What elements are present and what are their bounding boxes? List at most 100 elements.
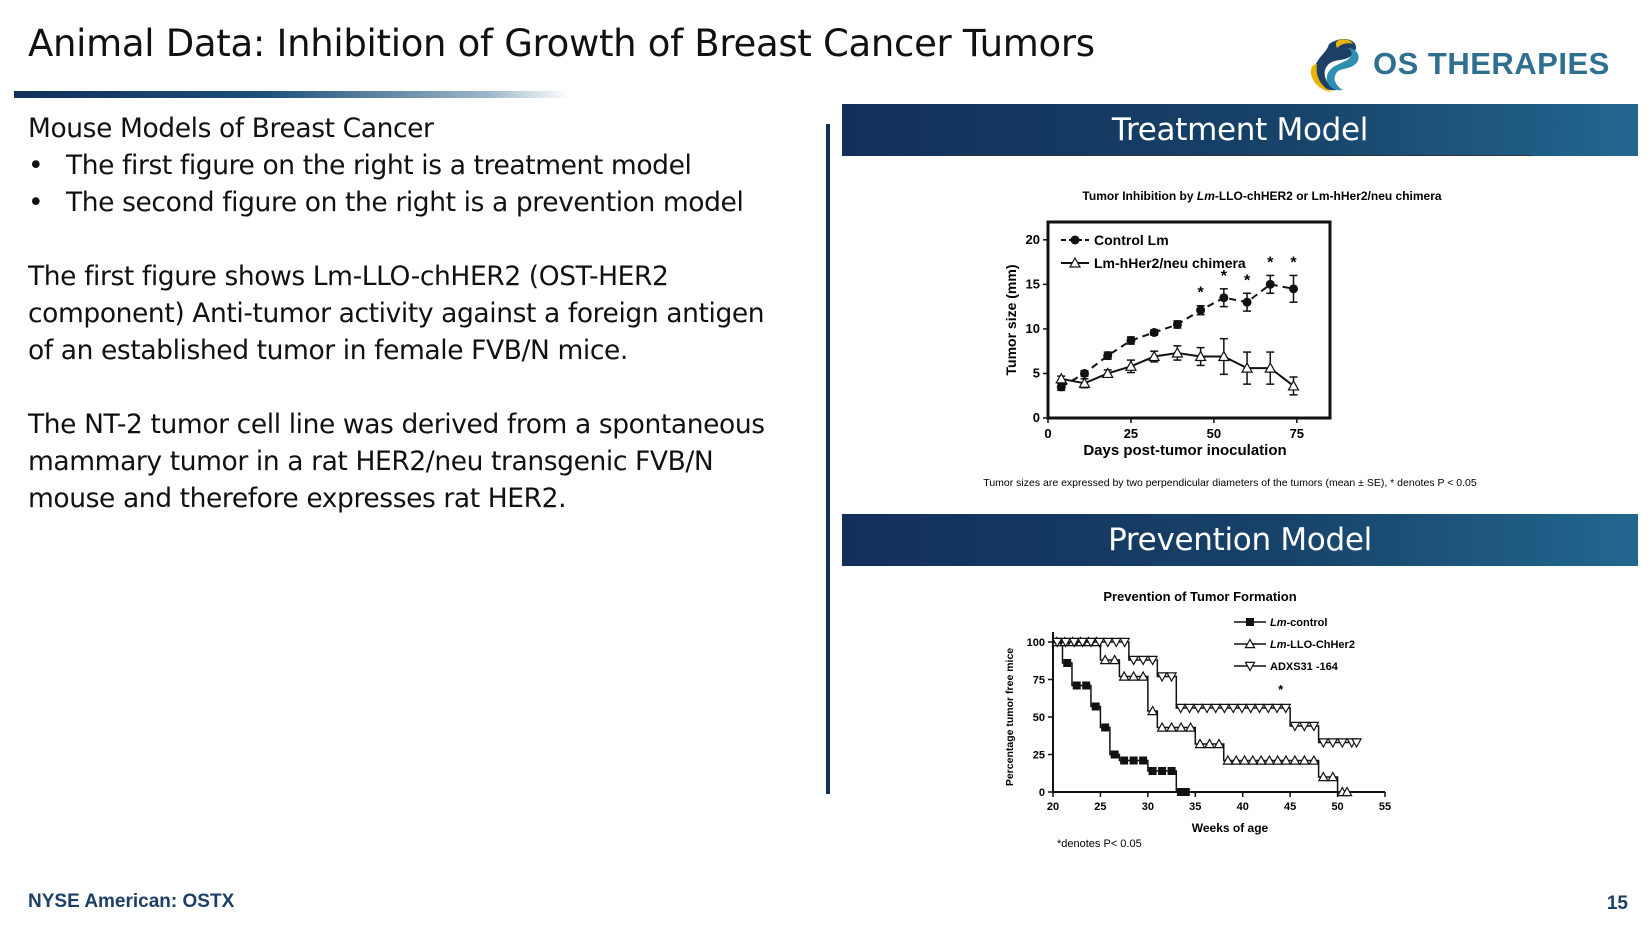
series-step-line: [1053, 641, 1348, 793]
data-point: [1078, 377, 1091, 388]
data-point: [1175, 721, 1187, 732]
data-point: [1055, 372, 1068, 384]
legend-marker: [1068, 256, 1082, 268]
bullet-item: • The first figure on the right is a trea…: [28, 147, 788, 184]
data-point: [1102, 637, 1114, 648]
data-point: [1230, 754, 1242, 765]
x-tick-label: 30: [1142, 801, 1154, 813]
data-point: [1156, 721, 1168, 732]
paragraph-treatment: The first figure shows Lm-LLO-chHER2 (OS…: [28, 261, 765, 366]
series-control-lm: * * * * *: [1056, 254, 1299, 392]
section-heading: Mouse Models of Breast Cancer: [28, 113, 434, 144]
data-point: [1067, 636, 1079, 647]
data-point: [1272, 754, 1284, 765]
legend-label: ADXS31 -164: [1270, 661, 1339, 673]
legend-label: Lm-control: [1270, 617, 1327, 629]
x-tick-label: 0: [1044, 426, 1051, 441]
data-point: [1093, 637, 1105, 648]
data-point: [1148, 350, 1161, 362]
data-point: [1336, 738, 1348, 749]
y-tick-label: 10: [1026, 321, 1040, 336]
series-line: [1061, 351, 1295, 387]
y-tick-label: 50: [1033, 712, 1045, 724]
legend-marker: [1070, 235, 1080, 245]
bullet-dot-icon: •: [28, 187, 44, 218]
data-point: [1317, 738, 1329, 749]
data-point: [1346, 738, 1358, 749]
data-point: [1053, 638, 1062, 646]
data-point: [1079, 368, 1089, 378]
y-axis-label: Tumor size (mm): [1003, 265, 1019, 376]
series-lm-control: [1053, 638, 1190, 796]
data-point: [1139, 756, 1148, 765]
header-underline: [948, 155, 1532, 156]
data-point: [1181, 788, 1190, 796]
data-point: [1126, 335, 1136, 345]
data-point: [1263, 754, 1275, 765]
treatment-model-header: Treatment Model: [842, 104, 1638, 156]
legend-label: Lm-hHer2/neu chimera: [1094, 255, 1246, 271]
data-point: [1128, 670, 1140, 681]
x-tick-label: 50: [1207, 426, 1221, 441]
x-tick-label: 40: [1237, 801, 1249, 813]
data-point: [1245, 703, 1257, 714]
data-point: [1147, 705, 1159, 716]
data-point: [1196, 305, 1206, 315]
data-point: [1264, 361, 1277, 373]
data-point: [1063, 659, 1072, 667]
data-point: [1148, 767, 1157, 775]
data-point: [1236, 703, 1248, 714]
data-point: [1172, 319, 1182, 329]
data-point: [1341, 786, 1353, 797]
series-lm-llo-chher2: [1051, 636, 1353, 797]
data-point: [1327, 771, 1339, 782]
data-point: [1194, 350, 1207, 362]
data-point: [1203, 738, 1216, 749]
data-point: [1241, 361, 1254, 373]
data-point: [1289, 284, 1299, 294]
data-point: [1287, 379, 1300, 391]
x-tick-label: 55: [1379, 801, 1391, 813]
data-point: [1068, 637, 1080, 648]
legend-marker: [1244, 661, 1256, 672]
title-underline: [14, 91, 570, 98]
data-point: [1351, 738, 1363, 749]
legend-marker: [1244, 638, 1256, 649]
y-tick-label: 0: [1033, 410, 1040, 425]
significance-marker: *: [1221, 268, 1228, 285]
data-point: [1149, 327, 1159, 337]
data-point: [1083, 636, 1095, 647]
data-point: [1072, 681, 1081, 690]
data-point: [1218, 703, 1230, 714]
y-tick-label: 15: [1026, 276, 1040, 291]
column-divider: [826, 124, 830, 794]
data-point: [1308, 721, 1320, 732]
chart-note: *denotes P< 0.05: [1057, 838, 1142, 850]
chart-legend: Control Lm Lm-hHer2/neu chimera: [1061, 232, 1246, 271]
data-point: [1059, 636, 1071, 647]
y-axis-label: Percentage tumor free mice: [1004, 648, 1016, 786]
data-point: [1336, 786, 1348, 797]
data-point: [1289, 754, 1301, 765]
data-point: [1167, 767, 1176, 775]
slide-title: Animal Data: Inhibition of Growth of Bre…: [28, 22, 1095, 65]
data-point: [1327, 738, 1339, 749]
data-point: [1085, 637, 1097, 648]
data-point: [1156, 672, 1168, 683]
bullet-text: The first figure on the right is a treat…: [66, 150, 692, 181]
data-point: [1109, 654, 1121, 665]
data-point: [1192, 703, 1204, 714]
data-point: [1075, 636, 1087, 647]
data-point: [1308, 754, 1320, 765]
data-point: [1076, 637, 1089, 648]
data-point: [1051, 637, 1063, 648]
data-point: [1166, 721, 1178, 732]
data-point: [1171, 346, 1184, 358]
chart-legend: Lm-control Lm-LLO-ChHer2 ADXS31 -164: [1234, 617, 1355, 673]
y-tick-label: 5: [1033, 365, 1040, 380]
data-point: [1060, 637, 1072, 648]
data-point: [1056, 382, 1066, 392]
x-tick-label: 25: [1124, 426, 1138, 441]
chart-title: Tumor Inhibition by Lm-LLO-chHER2 or Lm-…: [1082, 189, 1441, 203]
data-point: [1298, 721, 1310, 732]
